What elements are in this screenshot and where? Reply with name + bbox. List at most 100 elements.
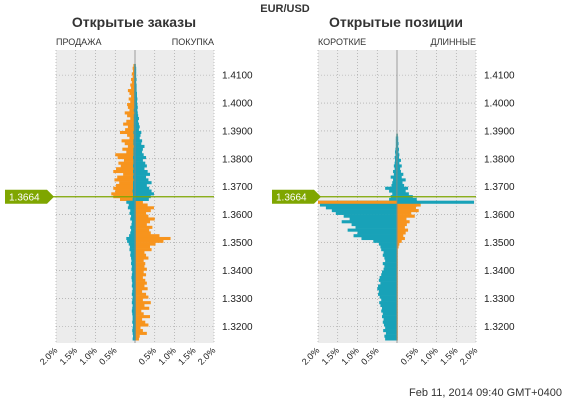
bar — [135, 215, 148, 218]
bar — [381, 273, 397, 276]
bar — [135, 153, 144, 156]
bar — [132, 329, 135, 332]
bar — [384, 251, 397, 254]
bar — [393, 170, 397, 173]
bar — [383, 321, 397, 324]
bar — [381, 248, 397, 251]
bar — [393, 178, 397, 181]
bar — [397, 164, 402, 167]
bar — [111, 192, 135, 195]
bar — [382, 270, 397, 273]
bar — [113, 170, 135, 173]
bar — [397, 226, 405, 229]
bar — [129, 243, 135, 246]
bar — [135, 170, 148, 173]
bar — [397, 198, 417, 201]
bar — [126, 120, 135, 123]
bar — [135, 176, 146, 179]
bar — [132, 293, 135, 296]
y-tick-label: 1.4100 — [484, 71, 515, 82]
bar — [116, 167, 135, 170]
bar — [135, 245, 150, 248]
bar — [380, 276, 397, 279]
bar — [130, 254, 135, 257]
bar — [392, 192, 397, 195]
bar — [129, 212, 135, 215]
bar — [135, 184, 147, 187]
bar — [389, 198, 397, 201]
bar — [135, 203, 148, 206]
bar — [132, 310, 135, 313]
bar — [135, 256, 148, 259]
bar — [397, 217, 406, 220]
bar — [397, 237, 405, 240]
bar — [135, 212, 146, 215]
bar — [135, 162, 145, 165]
bar — [129, 203, 135, 206]
bar — [397, 229, 408, 232]
bar — [131, 276, 135, 279]
bar — [381, 298, 397, 301]
bar — [385, 259, 397, 262]
bar — [135, 159, 143, 162]
bar — [377, 287, 397, 290]
bar — [135, 273, 146, 276]
bar — [389, 190, 397, 193]
bar — [384, 268, 397, 271]
bar — [391, 176, 397, 179]
bar — [384, 323, 397, 326]
bar — [135, 332, 147, 335]
bar — [135, 164, 147, 167]
open-orders-panel: 1.41001.40001.39001.38001.37001.36001.35… — [5, 50, 253, 367]
bar — [392, 181, 397, 184]
y-tick-label: 1.3900 — [222, 126, 253, 137]
bar — [383, 312, 397, 315]
bar — [135, 178, 148, 181]
y-tick-label: 1.4100 — [222, 71, 253, 82]
bar — [135, 190, 152, 193]
bar — [113, 187, 135, 190]
bar — [135, 248, 152, 251]
bar — [132, 307, 135, 310]
bar — [397, 187, 408, 190]
bar — [129, 97, 135, 100]
bar — [131, 262, 135, 265]
bar — [132, 298, 135, 301]
bar — [379, 243, 397, 246]
y-tick-label: 1.3200 — [484, 322, 515, 333]
y-tick-label: 1.3500 — [484, 238, 515, 249]
bar — [135, 114, 138, 117]
bar — [342, 220, 397, 223]
bar — [135, 290, 142, 293]
bar — [378, 293, 397, 296]
bar — [135, 265, 144, 268]
bar — [344, 215, 397, 218]
bar — [132, 220, 135, 223]
bar — [383, 329, 397, 332]
x-tick-label: 0.5% — [359, 345, 381, 367]
bar — [135, 310, 141, 313]
bar — [115, 153, 135, 156]
bar — [135, 111, 138, 114]
y-tick-label: 1.3800 — [484, 154, 515, 165]
bar — [124, 159, 135, 162]
bar — [356, 226, 397, 229]
bar — [135, 329, 143, 332]
bar — [135, 150, 142, 153]
bar — [135, 192, 154, 195]
bar — [380, 296, 397, 299]
bar — [135, 293, 146, 296]
bar — [132, 270, 135, 273]
bar — [381, 310, 397, 313]
bar — [117, 176, 135, 179]
bar — [135, 251, 144, 254]
bar — [385, 337, 397, 340]
bar — [135, 142, 141, 145]
bar — [135, 279, 145, 282]
bar — [131, 256, 135, 259]
bar — [121, 164, 135, 167]
bar — [397, 206, 416, 209]
bar — [135, 181, 152, 184]
bar — [119, 181, 135, 184]
bar — [135, 139, 142, 142]
